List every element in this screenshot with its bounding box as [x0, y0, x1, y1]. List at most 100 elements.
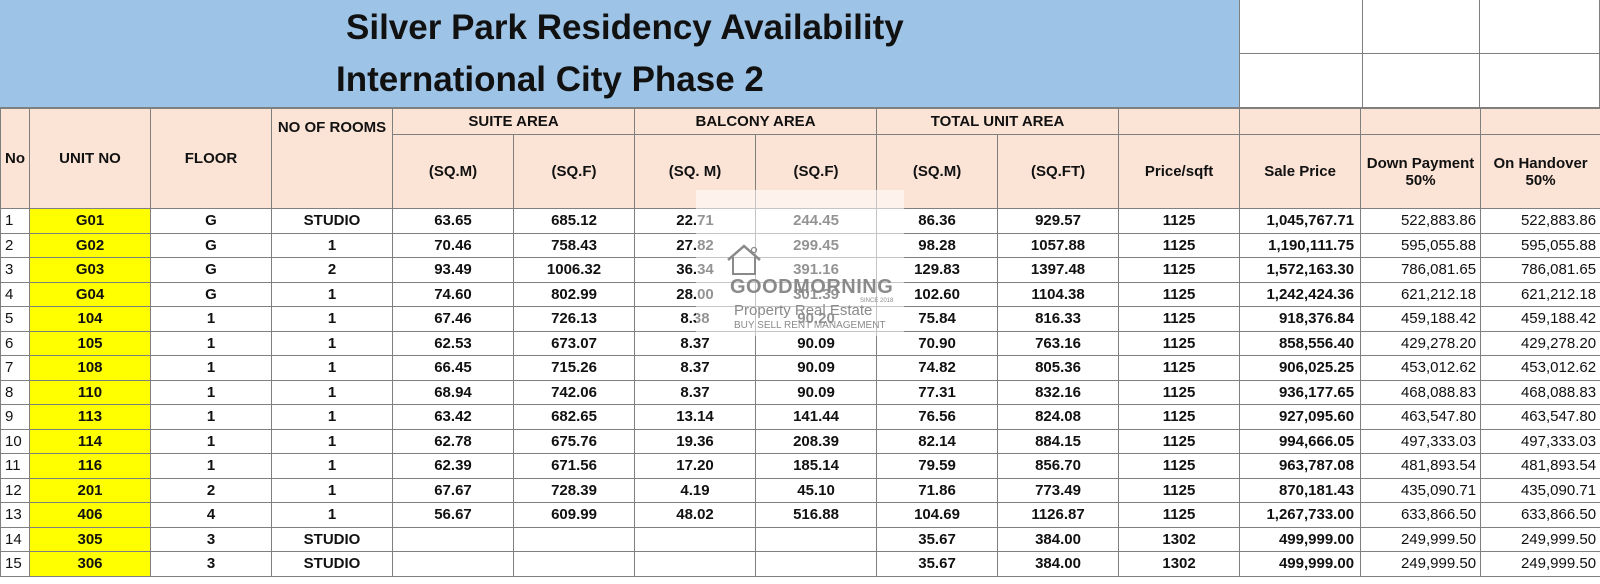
- cell-unit[interactable]: 114: [29, 428, 151, 454]
- cell-on-handover[interactable]: 249,999.50: [1480, 526, 1600, 552]
- cell-rooms[interactable]: 1: [271, 502, 393, 528]
- col-group-suite-area[interactable]: SUITE AREA: [391, 108, 636, 135]
- cell-price-sqft[interactable]: 1125: [1118, 330, 1241, 356]
- cell-floor[interactable]: 2: [150, 477, 272, 503]
- cell-sale-price[interactable]: 1,572,163.30: [1239, 257, 1362, 283]
- cell-unit[interactable]: G02: [29, 232, 151, 258]
- cell-suite-sqm[interactable]: 93.49: [392, 257, 514, 283]
- cell-sale-price[interactable]: 858,556.40: [1239, 330, 1362, 356]
- cell-unit[interactable]: 105: [29, 330, 151, 356]
- cell-rooms[interactable]: STUDIO: [271, 208, 393, 234]
- cell-rooms[interactable]: 1: [271, 306, 393, 332]
- cell-on-handover[interactable]: 429,278.20: [1480, 330, 1600, 356]
- cell-price-sqft[interactable]: 1125: [1118, 453, 1241, 479]
- cell-rooms[interactable]: 1: [271, 453, 393, 479]
- cell-no[interactable]: 1: [0, 208, 30, 234]
- cell-suite-sqf[interactable]: 609.99: [512, 502, 636, 528]
- cell-total-sqft[interactable]: 773.49: [997, 477, 1120, 503]
- cell-total-sqm[interactable]: 104.69: [876, 502, 999, 528]
- empty-cell[interactable]: [1240, 0, 1363, 54]
- cell-suite-sqf[interactable]: 1006.32: [512, 257, 636, 283]
- col-header-down-payment[interactable]: Down Payment 50%: [1360, 134, 1482, 209]
- cell-total-sqm[interactable]: 77.31: [876, 379, 999, 405]
- cell-down-payment[interactable]: 633,866.50: [1360, 502, 1482, 528]
- cell-price-sqft[interactable]: 1302: [1118, 526, 1241, 552]
- cell-suite-sqf[interactable]: 726.13: [512, 306, 636, 332]
- cell-floor[interactable]: G: [150, 208, 272, 234]
- cell-suite-sqm[interactable]: 67.46: [392, 306, 514, 332]
- cell-balcony-sqf[interactable]: 141.44: [755, 404, 878, 430]
- cell-floor[interactable]: 1: [150, 428, 272, 454]
- cell-suite-sqm[interactable]: 68.94: [392, 379, 514, 405]
- cell-no[interactable]: 9: [0, 404, 30, 430]
- cell-suite-sqm[interactable]: 63.42: [392, 404, 514, 430]
- cell-down-payment[interactable]: 459,188.42: [1360, 306, 1482, 332]
- cell-balcony-sqf[interactable]: 90.09: [755, 355, 878, 381]
- cell-on-handover[interactable]: 595,055.88: [1480, 232, 1600, 258]
- cell-down-payment[interactable]: 468,088.83: [1360, 379, 1482, 405]
- cell-no[interactable]: 8: [0, 379, 30, 405]
- cell-balcony-sqf[interactable]: 185.14: [755, 453, 878, 479]
- cell-rooms[interactable]: 2: [271, 257, 393, 283]
- cell-total-sqft[interactable]: 929.57: [997, 208, 1120, 234]
- col-header-floor[interactable]: FLOOR: [150, 108, 272, 209]
- cell-suite-sqm[interactable]: 66.45: [392, 355, 514, 381]
- cell-on-handover[interactable]: 633,866.50: [1480, 502, 1600, 528]
- cell-no[interactable]: 12: [0, 477, 30, 503]
- empty-cell[interactable]: [1363, 0, 1480, 54]
- cell-on-handover[interactable]: 786,081.65: [1480, 257, 1600, 283]
- cell-sale-price[interactable]: 870,181.43: [1239, 477, 1362, 503]
- cell-balcony-sqf[interactable]: 90.09: [755, 379, 878, 405]
- cell-balcony-sqm[interactable]: 8.37: [634, 355, 757, 381]
- cell-balcony-sqm[interactable]: [634, 551, 757, 577]
- cell-sale-price[interactable]: 1,190,111.75: [1239, 232, 1362, 258]
- cell-balcony-sqm[interactable]: 4.19: [634, 477, 757, 503]
- col-group-balcony-area[interactable]: BALCONY AREA: [634, 108, 878, 135]
- cell-rooms[interactable]: 1: [271, 232, 393, 258]
- cell-down-payment[interactable]: 249,999.50: [1360, 526, 1482, 552]
- cell-suite-sqm[interactable]: 62.39: [392, 453, 514, 479]
- cell-sale-price[interactable]: 994,666.05: [1239, 428, 1362, 454]
- cell-sale-price[interactable]: 927,095.60: [1239, 404, 1362, 430]
- cell-price-sqft[interactable]: 1125: [1118, 379, 1241, 405]
- cell-no[interactable]: 10: [0, 428, 30, 454]
- cell-suite-sqf[interactable]: 685.12: [512, 208, 636, 234]
- cell-unit[interactable]: 201: [29, 477, 151, 503]
- cell-floor[interactable]: 1: [150, 453, 272, 479]
- cell-on-handover[interactable]: 459,188.42: [1480, 306, 1600, 332]
- cell-no[interactable]: 7: [0, 355, 30, 381]
- cell-on-handover[interactable]: 463,547.80: [1480, 404, 1600, 430]
- cell-no[interactable]: 3: [0, 257, 30, 283]
- cell-price-sqft[interactable]: 1125: [1118, 257, 1241, 283]
- cell-total-sqm[interactable]: 35.67: [876, 551, 999, 577]
- cell-price-sqft[interactable]: 1125: [1118, 208, 1241, 234]
- col-header-price-sqft[interactable]: Price/sqft: [1118, 134, 1241, 209]
- cell-balcony-sqm[interactable]: 17.20: [634, 453, 757, 479]
- cell-price-sqft[interactable]: 1125: [1118, 232, 1241, 258]
- cell-no[interactable]: 13: [0, 502, 30, 528]
- cell-total-sqft[interactable]: 1104.38: [997, 281, 1120, 307]
- cell-floor[interactable]: G: [150, 257, 272, 283]
- cell-sale-price[interactable]: 918,376.84: [1239, 306, 1362, 332]
- cell-floor[interactable]: 1: [150, 404, 272, 430]
- cell-floor[interactable]: G: [150, 281, 272, 307]
- cell-down-payment[interactable]: 435,090.71: [1360, 477, 1482, 503]
- cell-suite-sqm[interactable]: 63.65: [392, 208, 514, 234]
- cell-rooms[interactable]: 1: [271, 355, 393, 381]
- cell-total-sqft[interactable]: 816.33: [997, 306, 1120, 332]
- cell-total-sqm[interactable]: 71.86: [876, 477, 999, 503]
- cell-suite-sqm[interactable]: 74.60: [392, 281, 514, 307]
- cell-total-sqft[interactable]: 856.70: [997, 453, 1120, 479]
- empty-header-cell[interactable]: [1360, 108, 1482, 135]
- cell-on-handover[interactable]: 481,893.54: [1480, 453, 1600, 479]
- cell-floor[interactable]: 3: [150, 551, 272, 577]
- cell-total-sqft[interactable]: 832.16: [997, 379, 1120, 405]
- cell-unit[interactable]: G01: [29, 208, 151, 234]
- cell-suite-sqf[interactable]: 715.26: [512, 355, 636, 381]
- cell-unit[interactable]: 116: [29, 453, 151, 479]
- cell-price-sqft[interactable]: 1125: [1118, 502, 1241, 528]
- cell-unit[interactable]: 406: [29, 502, 151, 528]
- cell-floor[interactable]: 1: [150, 306, 272, 332]
- cell-no[interactable]: 11: [0, 453, 30, 479]
- cell-on-handover[interactable]: 468,088.83: [1480, 379, 1600, 405]
